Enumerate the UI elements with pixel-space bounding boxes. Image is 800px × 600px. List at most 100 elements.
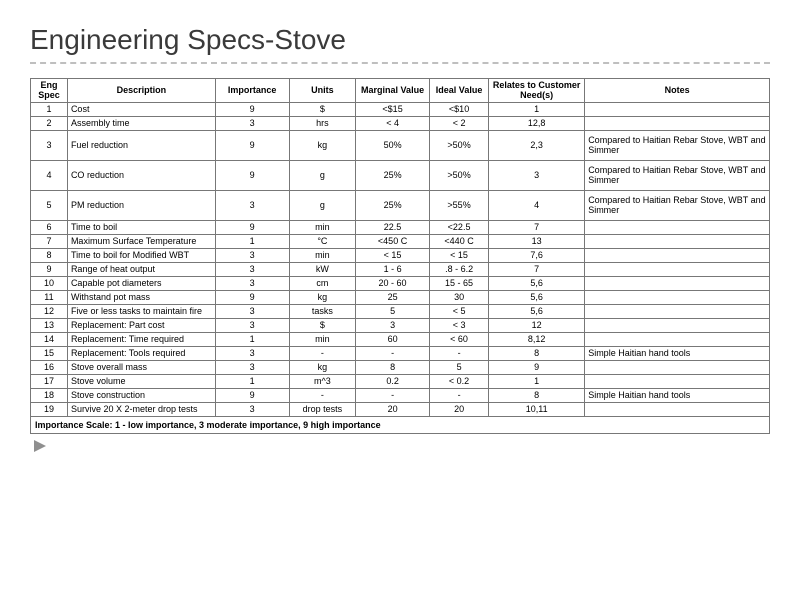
table-cell: g — [289, 160, 356, 190]
table-cell: 9 — [215, 388, 289, 402]
table-cell: 2 — [31, 116, 68, 130]
table-row: 3Fuel reduction9kg50%>50%2,3Compared to … — [31, 130, 770, 160]
table-cell: Replacement: Time required — [67, 332, 215, 346]
table-cell: 7 — [489, 220, 585, 234]
table-cell: 60 — [356, 332, 430, 346]
table-cell: 3 — [215, 318, 289, 332]
table-cell — [585, 290, 770, 304]
table-cell: kg — [289, 290, 356, 304]
table-cell: 3 — [356, 318, 430, 332]
table-cell: <$15 — [356, 102, 430, 116]
table-cell: cm — [289, 276, 356, 290]
table-cell: CO reduction — [67, 160, 215, 190]
table-cell: 7 — [489, 262, 585, 276]
table-cell: 9 — [489, 360, 585, 374]
table-cell: min — [289, 248, 356, 262]
table-cell: drop tests — [289, 402, 356, 416]
table-cell: 10,11 — [489, 402, 585, 416]
table-cell: 9 — [215, 290, 289, 304]
table-cell: 16 — [31, 360, 68, 374]
table-row: 19Survive 20 X 2-meter drop tests3drop t… — [31, 402, 770, 416]
table-row: 8Time to boil for Modified WBT3min< 15< … — [31, 248, 770, 262]
table-cell: min — [289, 220, 356, 234]
table-row: 18Stove construction9---8Simple Haitian … — [31, 388, 770, 402]
table-row: 13Replacement: Part cost3$3< 312 — [31, 318, 770, 332]
table-cell: 7 — [31, 234, 68, 248]
table-cell: 25% — [356, 160, 430, 190]
table-cell — [585, 116, 770, 130]
table-cell: 12,8 — [489, 116, 585, 130]
table-cell: Replacement: Part cost — [67, 318, 215, 332]
table-row: 16Stove overall mass3kg859 — [31, 360, 770, 374]
table-cell: 5,6 — [489, 304, 585, 318]
table-cell: 1 — [31, 102, 68, 116]
table-cell — [585, 374, 770, 388]
table-cell — [585, 248, 770, 262]
table-cell: Stove volume — [67, 374, 215, 388]
table-cell: 3 — [215, 346, 289, 360]
table-cell: Capable pot diameters — [67, 276, 215, 290]
table-cell: <$10 — [430, 102, 489, 116]
table-row: 14Replacement: Time required1min60< 608,… — [31, 332, 770, 346]
table-cell: Withstand pot mass — [67, 290, 215, 304]
table-cell: 11 — [31, 290, 68, 304]
table-cell: 30 — [430, 290, 489, 304]
table-row: 11Withstand pot mass9kg25305,6 — [31, 290, 770, 304]
table-cell: 2,3 — [489, 130, 585, 160]
table-cell: Assembly time — [67, 116, 215, 130]
table-cell: 3 — [215, 190, 289, 220]
table-cell: Cost — [67, 102, 215, 116]
table-cell: PM reduction — [67, 190, 215, 220]
table-row: 17Stove volume1m^30.2< 0.21 — [31, 374, 770, 388]
table-cell: >50% — [430, 160, 489, 190]
table-cell: Range of heat output — [67, 262, 215, 276]
page-title: Engineering Specs-Stove — [30, 24, 770, 56]
table-cell: < 15 — [356, 248, 430, 262]
table-cell: 9 — [215, 130, 289, 160]
table-cell: 3 — [215, 304, 289, 318]
table-cell — [585, 318, 770, 332]
table-row: 10Capable pot diameters3cm20 - 6015 - 65… — [31, 276, 770, 290]
table-cell: 8 — [356, 360, 430, 374]
table-cell: tasks — [289, 304, 356, 318]
table-cell: 1 - 6 — [356, 262, 430, 276]
table-row: 15Replacement: Tools required3---8Simple… — [31, 346, 770, 360]
specs-table: Eng Spec Description Importance Units Ma… — [30, 78, 770, 434]
table-cell: < 0.2 — [430, 374, 489, 388]
table-cell: Fuel reduction — [67, 130, 215, 160]
table-cell: 8 — [489, 388, 585, 402]
table-cell: g — [289, 190, 356, 220]
table-row: 4CO reduction9g25%>50%3Compared to Haiti… — [31, 160, 770, 190]
table-row: 9Range of heat output3kW1 - 6.8 - 6.27 — [31, 262, 770, 276]
table-cell: 12 — [31, 304, 68, 318]
table-cell: 9 — [215, 102, 289, 116]
table-cell: 13 — [31, 318, 68, 332]
table-row: 2Assembly time3hrs< 4< 212,8 — [31, 116, 770, 130]
table-cell: 3 — [215, 262, 289, 276]
table-cell: 14 — [31, 332, 68, 346]
table-cell: 10 — [31, 276, 68, 290]
table-cell — [585, 360, 770, 374]
table-cell: 5 — [31, 190, 68, 220]
table-cell: Survive 20 X 2-meter drop tests — [67, 402, 215, 416]
table-cell: 3 — [215, 360, 289, 374]
slide: Engineering Specs-Stove Eng Spec Descrip… — [0, 0, 800, 600]
table-cell: Time to boil — [67, 220, 215, 234]
table-cell: - — [289, 346, 356, 360]
table-row: 7Maximum Surface Temperature1°C<450 C<44… — [31, 234, 770, 248]
table-cell: Stove construction — [67, 388, 215, 402]
table-cell: 7,6 — [489, 248, 585, 262]
table-cell: 5 — [430, 360, 489, 374]
table-cell: >55% — [430, 190, 489, 220]
table-cell — [585, 332, 770, 346]
table-cell: kg — [289, 360, 356, 374]
table-cell: 1 — [489, 374, 585, 388]
table-cell: 9 — [215, 220, 289, 234]
table-cell: < 15 — [430, 248, 489, 262]
col-marginal: Marginal Value — [356, 79, 430, 103]
col-need: Relates to Customer Need(s) — [489, 79, 585, 103]
table-cell — [585, 276, 770, 290]
table-cell: - — [430, 346, 489, 360]
table-cell: < 2 — [430, 116, 489, 130]
table-cell: 20 — [356, 402, 430, 416]
